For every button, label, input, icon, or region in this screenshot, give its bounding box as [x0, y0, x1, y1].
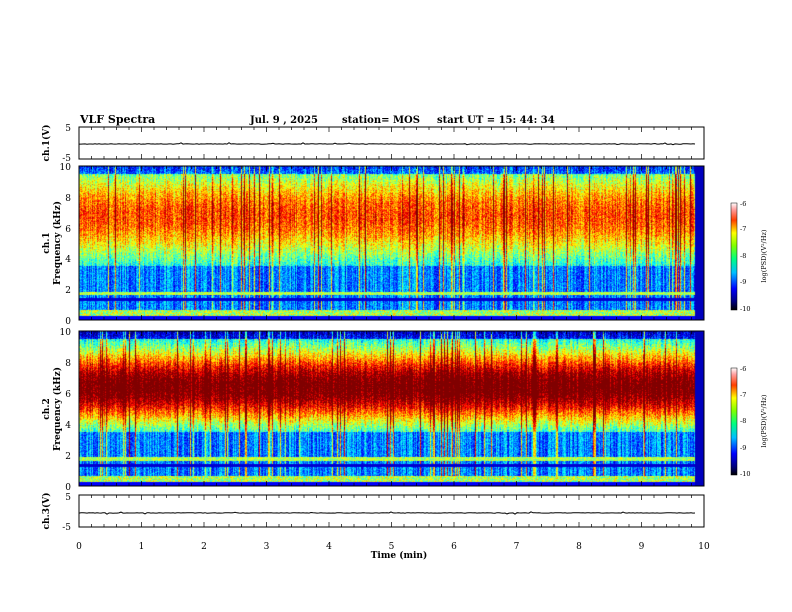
ch2-spectrogram-panel: 0 2 4 6 8 10 ch.2 Frequency (kHz) -6 -7 … [42, 328, 768, 493]
ch1-cb-tick-m8: -8 [740, 252, 746, 260]
ch3-waveform-panel: 5 -5 ch.3(V) [41, 493, 705, 533]
xtick-label-2: 2 [201, 542, 207, 552]
station-label: station= MOS [342, 115, 420, 126]
ch1-ytick-6: 6 [65, 225, 71, 235]
ch2-spectrogram-ylabel-channel: ch.2 [42, 398, 52, 419]
xtick-label-0: 0 [76, 542, 82, 552]
ch1-colorbar [730, 202, 738, 311]
ch2-ytick-8: 8 [65, 359, 71, 369]
ch2-ytick-0: 0 [65, 483, 71, 493]
ch1-ytick-10: 10 [60, 163, 72, 173]
ch3-waveform-trace [78, 511, 696, 515]
ch1-ytick-8: 8 [65, 194, 71, 204]
ch2-cb-tick-m6: -6 [740, 365, 746, 373]
ch1-cb-tick-m6: -6 [740, 200, 746, 208]
ch1-waveform-ylabel: ch.1(V) [41, 125, 52, 162]
ch1-ytick-2: 2 [65, 286, 71, 296]
xtick-label-7: 7 [514, 542, 520, 552]
ch2-cb-tick-m9: -9 [740, 444, 746, 452]
xtick-label-5: 5 [389, 542, 395, 552]
ch1-waveform-panel: 5 -5 ch.1(V) [41, 124, 705, 164]
ch1-ytick-0: 0 [65, 317, 71, 327]
xtick-label-3: 3 [264, 542, 270, 552]
time-axis: 0 1 2 3 4 5 6 7 8 9 10 Time (min) [76, 542, 710, 561]
ch3-ytick-top: 5 [65, 493, 71, 503]
ch2-ytick-4: 4 [65, 421, 71, 431]
ch2-colorbar-label: log(PSD)(V²/Hz) [760, 394, 768, 447]
ch2-spectrogram-image [79, 331, 704, 486]
ch1-ytick-top: 5 [65, 124, 71, 134]
ch3-ytick-bottom: -5 [62, 523, 71, 533]
ch2-spectrogram-ylabel-frequency: Frequency (kHz) [52, 367, 63, 451]
start-time-label: start UT = 15: 44: 34 [437, 115, 555, 126]
ch1-spectrogram-image [79, 166, 704, 320]
ch1-spectrogram-ylabel-channel: ch.1 [42, 232, 52, 253]
ch1-cb-tick-m7: -7 [740, 225, 746, 233]
ch2-cb-tick-m10: -10 [740, 470, 750, 478]
xtick-label-4: 4 [326, 542, 332, 552]
ch1-cb-tick-m9: -9 [740, 278, 746, 286]
ch2-cb-tick-m8: -8 [740, 417, 746, 425]
figure-title: VLF Spectra [79, 113, 155, 126]
ch1-ytick-4: 4 [65, 255, 71, 265]
xtick-label-9: 9 [639, 542, 645, 552]
ch2-ytick-10: 10 [60, 328, 72, 338]
ch1-cb-tick-m10: -10 [740, 305, 750, 313]
ch1-spectrogram-panel: 0 2 4 6 8 10 ch.1 Frequency (kHz) -6 -7 … [42, 163, 768, 327]
ch1-waveform-trace [79, 142, 696, 146]
ch2-ytick-6: 6 [65, 390, 71, 400]
ch2-ytick-2: 2 [65, 452, 71, 462]
ch3-waveform-ylabel: ch.3(V) [41, 493, 52, 530]
xtick-label-10: 10 [698, 542, 710, 552]
xtick-label-8: 8 [576, 542, 582, 552]
date-label: Jul. 9 , 2025 [249, 115, 318, 126]
ch2-colorbar [730, 367, 738, 476]
xtick-label-6: 6 [451, 542, 457, 552]
ch1-colorbar-label: log(PSD)(V²/Hz) [760, 229, 768, 282]
x-axis-label: Time (min) [371, 550, 428, 561]
ch2-cb-tick-m7: -7 [740, 391, 746, 399]
xtick-label-1: 1 [139, 542, 145, 552]
ch1-ytick-bottom: -5 [62, 154, 71, 164]
ch1-spectrogram-ylabel-frequency: Frequency (kHz) [52, 201, 63, 285]
